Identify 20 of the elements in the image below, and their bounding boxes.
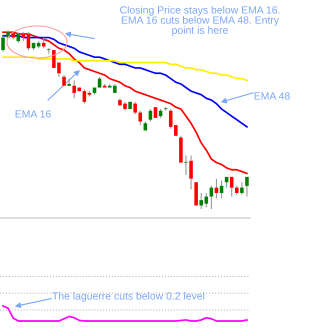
candlestick [230, 176, 234, 198]
annotation: EMA 16 [16, 110, 51, 118]
candlestick [240, 182, 244, 196]
candlestick [220, 180, 224, 199]
candlestick [62, 74, 66, 86]
candlestick [210, 185, 214, 210]
text: EMA 48 [254, 92, 290, 100]
candlestick [138, 110, 142, 126]
text: The laguerre cuts below 0.2 level [52, 292, 204, 302]
candlestick [16, 32, 20, 44]
candlestick [194, 182, 198, 206]
candlestick [214, 178, 218, 199]
candlestick [154, 106, 158, 118]
candlestick [133, 101, 137, 115]
candlestick [42, 36, 46, 49]
candlestick [1, 35, 5, 52]
candlestick [245, 176, 249, 198]
annotation: Closing Price stays below EMA 16. EMA 16 cuts below EMA 48. Entry point is here [120, 6, 280, 36]
candlestick [148, 108, 152, 122]
candlestick [189, 154, 193, 190]
